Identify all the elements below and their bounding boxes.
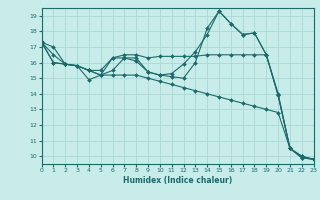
X-axis label: Humidex (Indice chaleur): Humidex (Indice chaleur)	[123, 176, 232, 185]
